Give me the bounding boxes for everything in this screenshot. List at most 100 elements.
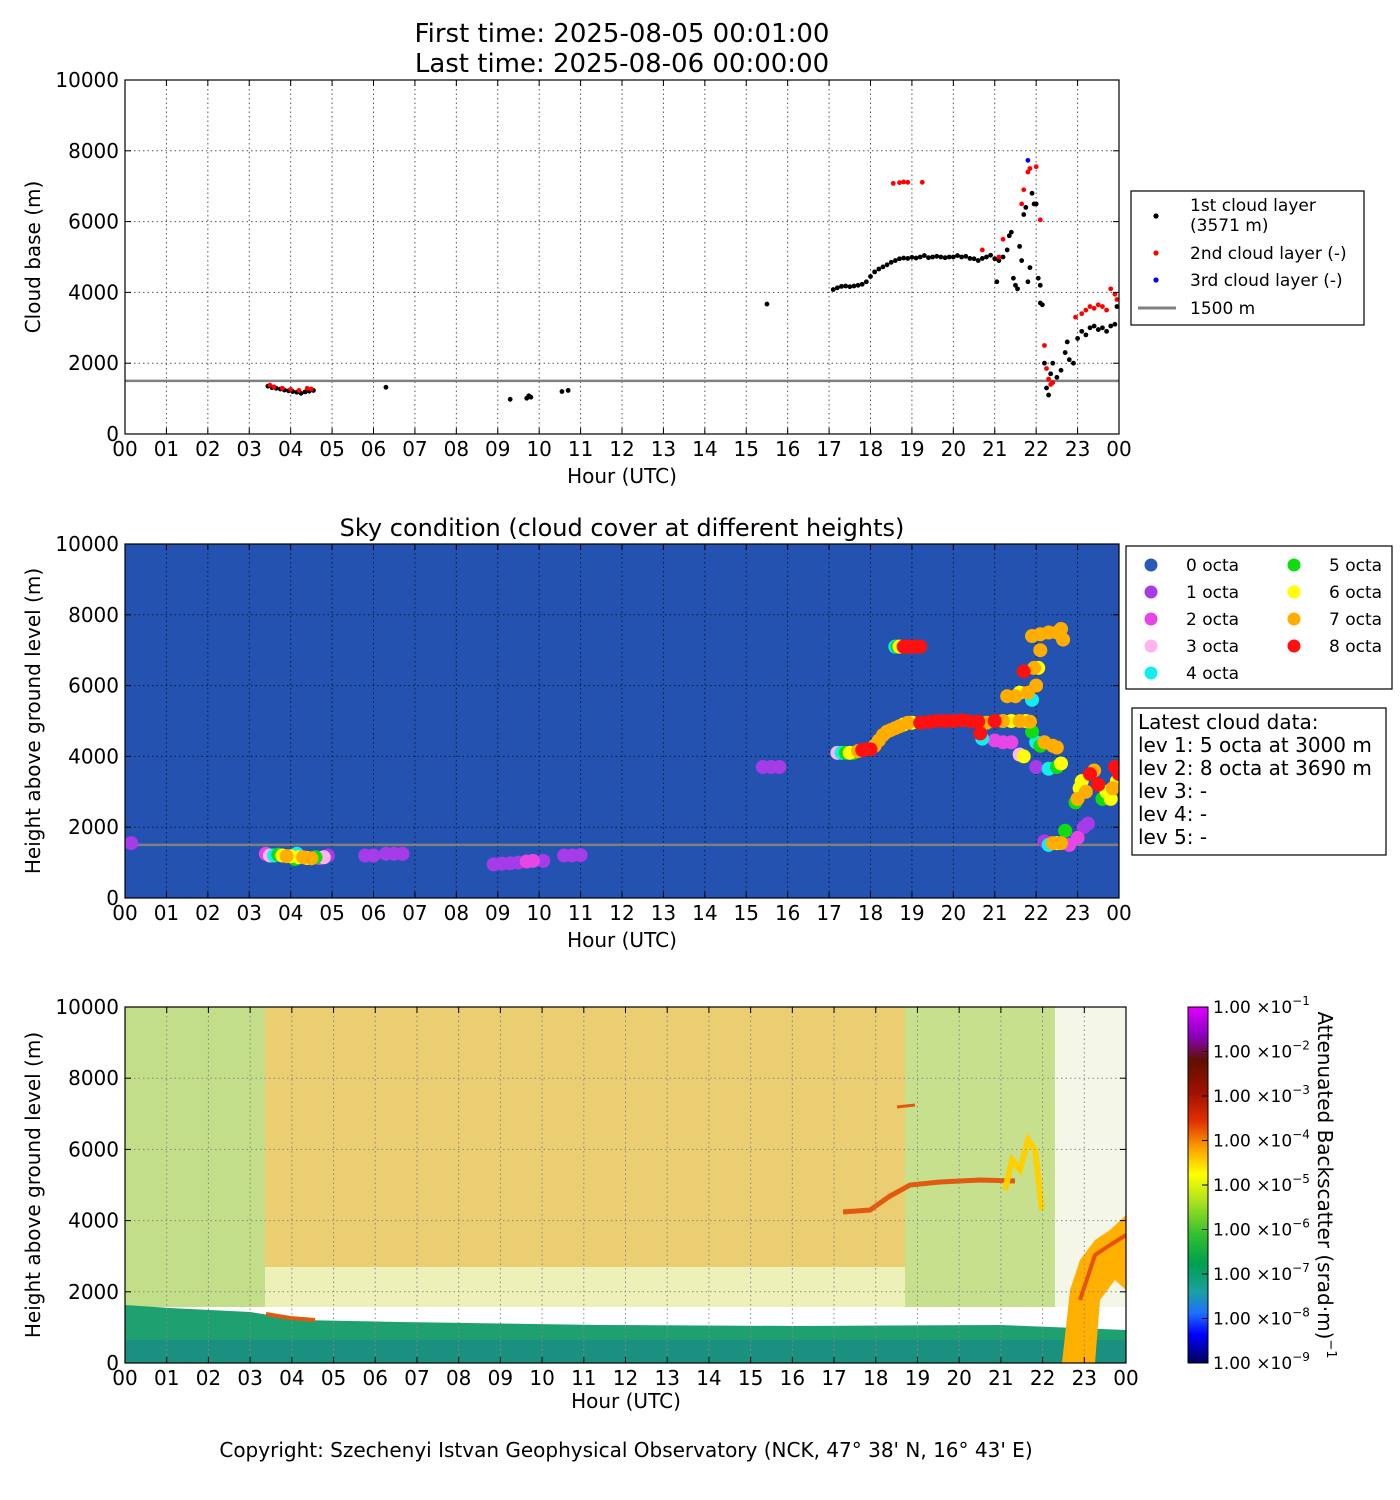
cloud-layer-2-point: [1033, 164, 1039, 170]
x-tick-label: 00: [1106, 901, 1131, 925]
cloud-layer-1-point: [901, 255, 907, 261]
cloud-layer-1-point: [1108, 323, 1114, 329]
x-tick-label: 18: [863, 1366, 888, 1390]
cloud-layer-1-point: [897, 256, 902, 262]
y-tick-label: 0: [106, 1351, 119, 1375]
x-tick-label: 12: [609, 901, 634, 925]
y-tick-label: 6000: [68, 1137, 119, 1161]
x-tick-label: 05: [321, 1366, 346, 1390]
x-tick-label: 04: [279, 1366, 304, 1390]
cloud-layer-1-point: [1010, 275, 1016, 281]
cloud-layer-1-point: [1015, 286, 1020, 292]
night-green-field-right: [905, 1007, 1055, 1307]
latest-line-4: lev 4: -: [1138, 802, 1207, 826]
header-first-time: First time: 2025-08-05 00:01:00: [415, 19, 830, 49]
octa-legend-label: 5 octa: [1329, 556, 1382, 576]
latest-line-5: lev 5: -: [1138, 825, 1207, 849]
x-tick-label: 23: [1065, 901, 1090, 925]
x-tick-label: 13: [654, 1366, 679, 1390]
x-tick-label: 07: [402, 437, 427, 461]
octa-legend-label: 8 octa: [1329, 637, 1382, 657]
cloud-layer-2-point: [897, 180, 902, 186]
octa-legend-label: 4 octa: [1186, 664, 1239, 684]
cloud-layer-2-point: [271, 384, 277, 390]
colorbar-label: Attenuated Backscatter (srad·m)−1: [1313, 1011, 1338, 1358]
x-tick-label: 05: [319, 901, 344, 925]
sky-condition-point: [279, 849, 294, 864]
sky-condition-point: [772, 760, 787, 775]
octa-legend-box: [1125, 545, 1393, 690]
x-tick-label: 13: [651, 437, 676, 461]
y-tick-label: 6000: [68, 674, 119, 698]
panel1-grid: [125, 80, 1119, 434]
sky-condition-point: [987, 714, 1002, 728]
cloud-layer-1-point: [946, 254, 952, 260]
legend-layer1-line1: 1st cloud layer: [1190, 196, 1316, 216]
panel1-xlabel: Hour (UTC): [567, 464, 677, 488]
x-tick-label: 09: [485, 437, 510, 461]
x-tick-label: 23: [1072, 1366, 1097, 1390]
x-tick-label: 00: [112, 1366, 137, 1390]
x-tick-label: 10: [526, 437, 551, 461]
cloud-layer-1-point: [1039, 302, 1045, 308]
cloud-layer-1-point: [975, 258, 981, 263]
colorbar-tick-label: 1.00 ×10−4: [1213, 1128, 1310, 1152]
x-tick-label: 10: [526, 901, 551, 925]
cloud-layer-1-point: [967, 256, 973, 261]
high-cloud-fragment: [896, 1103, 916, 1109]
colorbar-tick-label: 1.00 ×10−2: [1213, 1039, 1310, 1063]
cloud-layer-1-point: [863, 279, 869, 285]
panel1-legend: 1st cloud layer (3571 m) 2nd cloud layer …: [1130, 190, 1365, 326]
aerosol-layer-morning: [265, 1312, 316, 1322]
y-tick-label: 2000: [68, 1280, 119, 1304]
latest-line-3: lev 3: -: [1138, 779, 1207, 803]
cloud-layer-1-point: [1021, 212, 1027, 217]
x-tick-label: 20: [941, 437, 966, 461]
cloud-layer-1-point: [851, 283, 857, 289]
cloud-layer-1-point: [1062, 350, 1068, 355]
cloud-layer-3-point: [1025, 157, 1031, 163]
sky-condition-point: [1054, 836, 1069, 851]
cloud-layer-2-point: [1019, 201, 1025, 207]
sky-condition-point: [525, 853, 540, 868]
panel2-ylabel: Height above ground level (m): [21, 568, 45, 874]
colorbar-tick-label: 1.00 ×10−6: [1213, 1217, 1310, 1241]
cloud-layer-2-point: [308, 386, 314, 392]
x-tick-label: 01: [154, 901, 179, 925]
x-tick-label: 20: [946, 1366, 971, 1390]
colorbar-tick-label: 1.00 ×10−7: [1213, 1261, 1310, 1285]
cloud-layer-1-point: [383, 384, 389, 390]
sky-condition-point: [366, 848, 381, 863]
cloud-layer-2-point: [1044, 366, 1049, 371]
panel2-xlabel: Hour (UTC): [567, 928, 677, 952]
x-tick-label: 06: [361, 437, 386, 461]
y-tick-label: 6000: [68, 210, 119, 234]
cloud-layer-1-point: [888, 259, 894, 265]
sky-condition-point: [1091, 777, 1106, 792]
panel1-points: [265, 157, 1119, 402]
x-tick-label: 12: [613, 1366, 638, 1390]
latest-cloud-data-box: Latest cloud data: lev 1: 5 octa at 3000…: [1131, 707, 1387, 856]
cloud-layer-2-point: [1050, 380, 1056, 386]
cloud-layer-1-point: [528, 394, 534, 400]
octa-legend-label: 3 octa: [1186, 637, 1239, 657]
y-tick-label: 10000: [55, 68, 119, 92]
x-tick-label: 11: [568, 437, 593, 461]
cloud-layer-1-point: [1044, 385, 1049, 391]
latest-line-1: lev 1: 5 octa at 3000 m: [1138, 733, 1372, 757]
cloud-layer-1-point: [302, 389, 308, 395]
sky-condition-point: [1054, 621, 1069, 636]
header-last-time: Last time: 2025-08-06 00:00:00: [415, 49, 829, 79]
legend-box: [1130, 190, 1365, 326]
cloud-layer-1-point: [1048, 371, 1054, 377]
x-tick-label: 15: [738, 1366, 763, 1390]
cloud-layer-1-point: [830, 287, 836, 292]
cloud-layer-1-point: [1083, 332, 1089, 338]
latest-line-2: lev 2: 8 octa at 3690 m: [1138, 756, 1372, 780]
x-tick-label: 18: [858, 437, 883, 461]
cloud-layer-evening-halo: [1002, 1132, 1045, 1211]
cloud-layer-1-point: [839, 283, 844, 289]
cloud-layer-2-point: [979, 247, 985, 253]
panel-sky-condition: Sky condition (cloud cover at different …: [21, 514, 1393, 952]
